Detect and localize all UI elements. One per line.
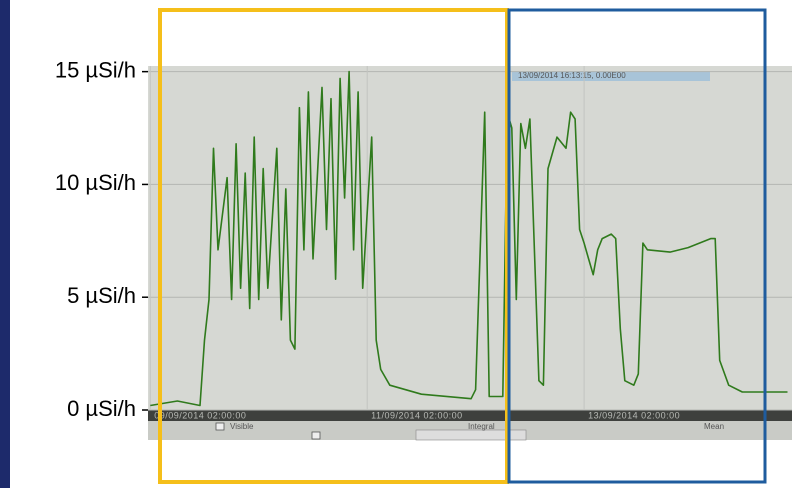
y-tick-label: 15 µSi/h — [55, 57, 136, 82]
x-tick-label: 13/09/2014 02:00:00 — [588, 410, 680, 420]
panel-label: Visible — [230, 422, 254, 431]
time-bar — [148, 410, 792, 421]
y-tick-label: 5 µSi/h — [67, 283, 136, 308]
side-strip — [0, 0, 10, 488]
tooltip-box — [512, 71, 710, 81]
panel-label: Mean — [704, 422, 724, 431]
panel-label: Integral — [468, 422, 495, 431]
x-tick-label: 09/09/2014 02:00:00 — [154, 410, 246, 420]
highlight-box — [158, 8, 509, 484]
data-line — [150, 70, 788, 407]
checkbox[interactable] — [311, 431, 321, 440]
y-tick-label: 0 µSi/h — [67, 396, 136, 421]
x-tick-label: 11/09/2014 02:00:00 — [371, 410, 462, 420]
field — [415, 429, 527, 441]
checkbox[interactable] — [215, 422, 225, 431]
tooltip: 13/09/2014 16:13:15, 0.00E00 — [518, 71, 626, 80]
highlight-box — [507, 8, 767, 484]
plot-background — [148, 66, 792, 412]
y-tick-label: 10 µSi/h — [55, 170, 136, 195]
